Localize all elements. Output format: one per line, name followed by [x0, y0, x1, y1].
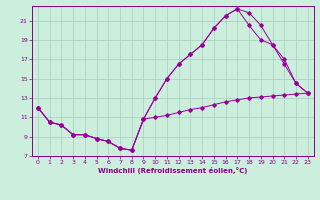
- X-axis label: Windchill (Refroidissement éolien,°C): Windchill (Refroidissement éolien,°C): [98, 167, 247, 174]
